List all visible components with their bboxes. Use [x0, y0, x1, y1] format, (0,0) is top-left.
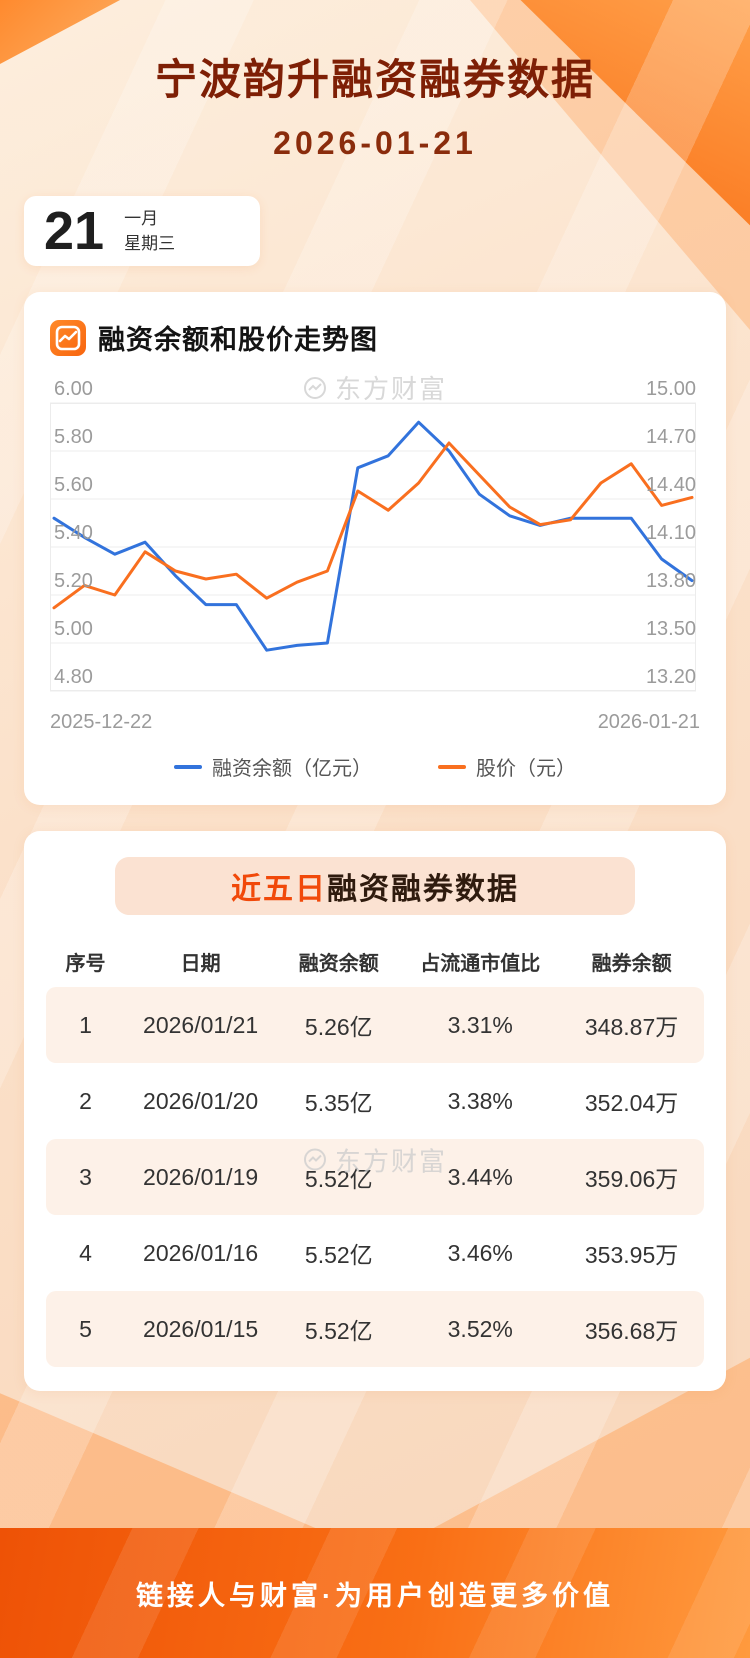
- table-row: 5 2026/01/15 5.52亿 3.52% 356.68万: [46, 1291, 704, 1367]
- table-card: 近五日 融资融券数据 东方财富 序号 日期 融资余额 占流通市值比 融券余额 1 2026/0…: [24, 831, 726, 1391]
- chart-card-header: 融资余额和股价走势图: [50, 318, 700, 357]
- date-card-month: 一月: [124, 208, 159, 228]
- chart-heading: 融资余额和股价走势图: [98, 325, 378, 355]
- table-cell: 3.31%: [447, 1011, 513, 1038]
- x-tick: 2025-12-22: [50, 711, 153, 733]
- series-line-orange: [52, 441, 694, 610]
- table-cell: 353.95万: [584, 1242, 679, 1268]
- y-tick-right: 13.50: [645, 618, 696, 640]
- table-header-cell: 序号: [65, 952, 106, 975]
- table-row: 3 2026/01/19 5.52亿 3.44% 359.06万: [46, 1139, 704, 1215]
- table-header-cell: 占流通市值比: [420, 952, 541, 975]
- x-axis-labels: 2025-12-22 2026-01-21: [50, 711, 700, 734]
- y-tick-left: 5.60: [54, 474, 93, 496]
- chart-legend: 融资余额（亿元） 股价（元）: [50, 752, 700, 781]
- table-cell: 1: [79, 1011, 92, 1038]
- table-cell: 356.68万: [584, 1318, 679, 1344]
- legend-label: 股价（元）: [476, 758, 576, 780]
- legend-label: 融资余额（亿元）: [212, 758, 372, 780]
- y-tick-right: 15.00: [645, 378, 696, 400]
- trend-chart-icon: [50, 319, 86, 356]
- table-header-row: 序号 日期 融资余额 占流通市值比 融券余额: [46, 935, 704, 987]
- page-date: 2026-01-21: [273, 125, 477, 161]
- date-card-weekday: 星期三: [124, 234, 176, 253]
- table-header-cell: 日期: [180, 952, 221, 975]
- table-cell: 5.26亿: [304, 1014, 373, 1040]
- table-header-cell: 融资余额: [298, 952, 379, 975]
- plot-border: [50, 403, 696, 691]
- y-tick-left: 5.40: [54, 522, 93, 544]
- table-title-highlight: 近五日: [231, 873, 327, 906]
- table-cell: 359.06万: [584, 1166, 679, 1192]
- table-cell: 2026/01/19: [143, 1163, 259, 1190]
- footer-banner: 链接人与财富·为用户创造更多价值: [0, 1528, 750, 1658]
- chart-plot: [50, 402, 696, 692]
- table-cell: 3.52%: [447, 1315, 513, 1342]
- y-tick-right: 14.40: [645, 474, 696, 496]
- y-tick-left: 4.80: [54, 666, 93, 688]
- date-card: 21 一月 星期三: [24, 196, 260, 266]
- table-cell: 352.04万: [584, 1090, 679, 1116]
- table-cell: 5.35亿: [304, 1090, 373, 1116]
- legend-marker: [438, 764, 466, 769]
- table-cell: 2026/01/21: [143, 1011, 259, 1038]
- y-tick-left: 5.80: [54, 426, 93, 448]
- series-line-blue: [52, 420, 694, 652]
- legend-item: 融资余额（亿元）: [174, 752, 372, 781]
- table-cell: 348.87万: [584, 1014, 679, 1040]
- table-cell: 3.38%: [447, 1087, 513, 1114]
- date-card-month-weekday: 一月 星期三: [124, 206, 175, 257]
- table-cell: 3: [79, 1163, 92, 1190]
- table-cell: 3.46%: [447, 1239, 513, 1266]
- table-cell: 2026/01/20: [143, 1087, 259, 1114]
- legend-item: 股价（元）: [438, 752, 576, 781]
- table-row: 2 2026/01/20 5.35亿 3.38% 352.04万: [46, 1063, 704, 1139]
- table-title: 近五日 融资融券数据: [115, 857, 635, 915]
- table-cell: 3.44%: [447, 1163, 513, 1190]
- footer-slogan: 链接人与财富·为用户创造更多价值: [136, 1580, 614, 1611]
- table-cell: 4: [79, 1239, 92, 1266]
- table-row: 1 2026/01/21 5.26亿 3.31% 348.87万: [46, 987, 704, 1063]
- page-title: 宁波韵升融资融券数据: [154, 56, 595, 103]
- table-header-cell: 融券余额: [591, 952, 672, 975]
- table-cell: 5: [79, 1315, 92, 1342]
- table-cell: 5.52亿: [304, 1318, 373, 1344]
- table-cell: 5.52亿: [304, 1166, 373, 1192]
- table-cell: 2026/01/15: [143, 1315, 259, 1342]
- date-card-day: 21: [44, 201, 105, 261]
- table-cell: 2: [79, 1087, 92, 1114]
- y-tick-right: 13.20: [645, 666, 696, 688]
- table-title-rest: 融资融券数据: [327, 873, 519, 906]
- chart-card: 融资余额和股价走势图 东方财富 6.00 5.80 5.60 5.40 5.20 5.00…: [24, 292, 726, 805]
- legend-marker: [174, 764, 202, 769]
- y-tick-right: 14.10: [645, 522, 696, 544]
- table-cell: 5.52亿: [304, 1242, 373, 1268]
- y-tick-right: 14.70: [645, 426, 696, 448]
- x-tick: 2026-01-21: [597, 711, 700, 733]
- trend-chart: 东方财富 6.00 5.80 5.60 5.40 5.20 5.00 4.80 15.00 14…: [50, 374, 700, 699]
- table-row: 4 2026/01/16 5.52亿 3.46% 353.95万: [46, 1215, 704, 1291]
- margin-data-table: 东方财富 序号 日期 融资余额 占流通市值比 融券余额 1 2026/01/21 5.26亿 3…: [46, 935, 704, 1367]
- table-cell: 2026/01/16: [143, 1239, 259, 1266]
- y-tick-left: 5.20: [54, 570, 93, 592]
- y-tick-left: 6.00: [54, 378, 93, 400]
- y-tick-right: 13.80: [645, 570, 696, 592]
- y-tick-left: 5.00: [54, 618, 93, 640]
